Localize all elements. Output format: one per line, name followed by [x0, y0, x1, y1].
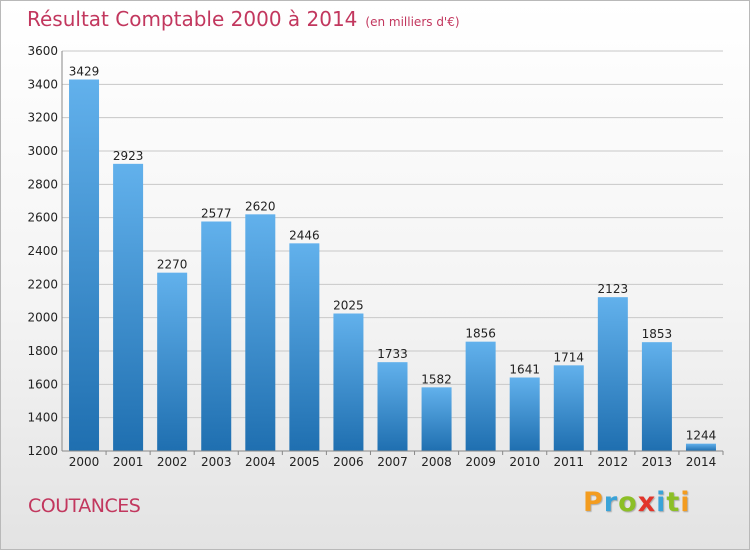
logo-letter: i — [656, 487, 667, 518]
y-tick-label: 1600 — [27, 377, 58, 391]
x-tick-label: 2004 — [245, 455, 276, 469]
data-label-2014: 1244 — [686, 429, 717, 443]
x-tick-label: 2012 — [598, 455, 629, 469]
data-label-2013: 1853 — [642, 327, 673, 341]
data-label-2003: 2577 — [201, 207, 232, 221]
x-tick-label: 2009 — [465, 455, 496, 469]
data-label-2001: 2923 — [113, 149, 144, 163]
data-label-2004: 2620 — [245, 199, 276, 213]
bar-2001 — [113, 163, 144, 452]
y-tick-label: 2600 — [27, 211, 58, 225]
x-tick-label: 2002 — [157, 455, 188, 469]
data-label-2005: 2446 — [289, 228, 320, 242]
bar-2010 — [509, 377, 540, 451]
y-tick-label: 2400 — [27, 244, 58, 258]
bar-2005 — [289, 243, 320, 451]
y-tick-label: 2800 — [27, 177, 58, 191]
chart-title-text: Résultat Comptable 2000 à 2014 — [27, 7, 358, 31]
data-label-2009: 1856 — [465, 327, 496, 341]
data-label-2006: 2025 — [333, 299, 364, 313]
data-label-2010: 1641 — [509, 363, 540, 377]
bar-2011 — [553, 365, 584, 451]
logo-letter: r — [603, 487, 619, 518]
data-label-2008: 1582 — [421, 372, 452, 386]
y-tick-label: 2200 — [27, 277, 58, 291]
y-tick-label: 3000 — [27, 144, 58, 158]
y-tick-label: 3400 — [27, 77, 58, 91]
bar-2012 — [597, 297, 628, 451]
x-tick-label: 2014 — [686, 455, 717, 469]
logo-letter: i — [680, 487, 691, 518]
x-tick-label: 2006 — [333, 455, 364, 469]
data-label-2011: 1714 — [553, 350, 584, 364]
bar-2009 — [465, 341, 496, 451]
bar-2014 — [685, 443, 716, 451]
y-tick-label: 3600 — [27, 44, 58, 58]
data-label-2007: 1733 — [377, 347, 408, 361]
bar-2008 — [421, 387, 452, 451]
x-tick-label: 2003 — [201, 455, 232, 469]
bar-2000 — [69, 79, 100, 451]
bar-2013 — [641, 342, 672, 451]
bar-2006 — [333, 313, 364, 451]
x-tick-label: 2000 — [69, 455, 100, 469]
logo-letter: o — [618, 487, 638, 518]
y-tick-label: 1800 — [27, 344, 58, 358]
logo-letter: t — [666, 487, 681, 518]
y-tick-label: 1400 — [27, 411, 58, 425]
y-axis: 1200 1400 1600 1800 2000 2200 2400 2600 2800 3000… — [27, 44, 63, 458]
bar-2003 — [201, 221, 232, 451]
y-tick-label: 1200 — [27, 444, 58, 458]
logo-letter: x — [637, 487, 657, 518]
y-tick-label: 2000 — [27, 311, 58, 325]
x-tick-label: 2007 — [377, 455, 408, 469]
x-tick-label: 2008 — [421, 455, 452, 469]
y-tick-label: 3200 — [27, 111, 58, 125]
x-tick-label: 2001 — [113, 455, 144, 469]
city-name: COUTANCES — [28, 495, 141, 517]
data-label-2012: 2123 — [598, 282, 629, 296]
data-label-2002: 2270 — [157, 258, 188, 272]
x-tick-label: 2010 — [509, 455, 540, 469]
x-tick-label: 2011 — [553, 455, 584, 469]
x-tick-label: 2013 — [642, 455, 673, 469]
logo-letter: P — [583, 487, 604, 518]
x-axis: 2000 2001 2002 2003 2004 2005 2006 2007 2008 2009… — [62, 450, 724, 469]
chart-subtitle: (en milliers d'€) — [365, 15, 460, 29]
data-label-2000: 3429 — [69, 65, 100, 79]
bar-2007 — [377, 362, 408, 451]
bars: 3429 2923 2270 2577 2620 2446 2025 1733 1582 1856… — [69, 65, 716, 452]
bar-2002 — [157, 272, 188, 451]
proxiti-logo: Proxiti — [583, 487, 691, 518]
bar-2004 — [245, 214, 276, 451]
chart-title: Résultat Comptable 2000 à 2014 (en millie… — [27, 7, 460, 31]
x-tick-label: 2005 — [289, 455, 320, 469]
